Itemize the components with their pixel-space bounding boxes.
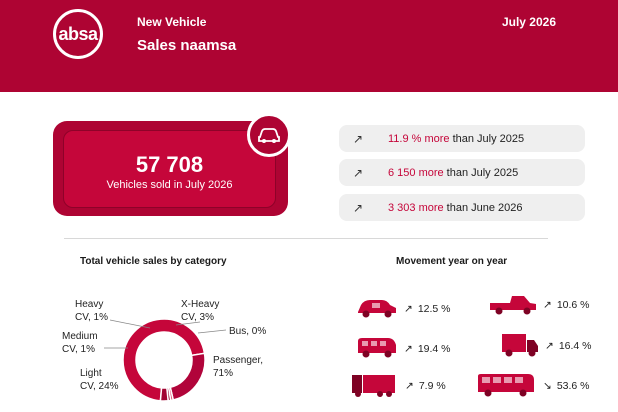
absa-logo: absa bbox=[53, 9, 103, 59]
label-passenger: Passenger, 71% bbox=[213, 355, 264, 379]
movement-heavy-truck: ↗ 7.9 % bbox=[405, 380, 446, 392]
stat-text: than July 2025 bbox=[446, 166, 519, 179]
bakkie-icon bbox=[490, 296, 536, 315]
stat-highlight: 11.9 % more bbox=[388, 132, 450, 145]
trend-down-icon: ↘ bbox=[543, 380, 552, 392]
movement-title: Movement year on year bbox=[396, 256, 508, 267]
minibus-icon bbox=[358, 338, 396, 358]
trend-up-icon: ↗ bbox=[405, 380, 414, 392]
header-date: July 2026 bbox=[501, 15, 556, 29]
label-light-cv: Light CV, 24% bbox=[80, 368, 119, 392]
stat-text: than July 2025 bbox=[452, 132, 525, 145]
bus-icon bbox=[478, 374, 534, 397]
donut-slice-light-cv bbox=[169, 352, 206, 401]
page-header: absa New Vehicle Sales naamsa July 2026 bbox=[0, 0, 618, 92]
leader-line bbox=[109, 319, 151, 329]
label-bus: Bus, 0% bbox=[229, 326, 267, 337]
trend-up-icon: ↗ bbox=[404, 343, 413, 355]
donut-slice-x-heavy-cv bbox=[159, 387, 169, 402]
total-sales-inner bbox=[63, 130, 276, 208]
heavy-truck-icon bbox=[352, 375, 395, 397]
trend-up-icon: ↗ bbox=[353, 131, 364, 146]
movement-minibus: ↗ 19.4 % bbox=[404, 343, 451, 355]
label-medium-cv: Medium CV, 1% bbox=[62, 331, 98, 355]
stat-row: ↗ 11.9 % more than July 2025 bbox=[339, 125, 585, 152]
header-kicker: New Vehicle bbox=[137, 15, 207, 29]
stat-text: than June 2026 bbox=[446, 201, 523, 214]
donut-slice-passenger bbox=[122, 318, 206, 402]
light-truck-icon bbox=[502, 334, 538, 357]
trend-up-icon: ↗ bbox=[543, 299, 552, 311]
label-heavy-cv: Heavy CV, 1% bbox=[75, 299, 108, 323]
total-sales-value: 57 708 bbox=[135, 152, 204, 177]
car-icon bbox=[247, 113, 291, 157]
stat-highlight: 6 150 more bbox=[388, 166, 444, 179]
trend-up-icon: ↗ bbox=[353, 165, 364, 180]
movement-car: ↗ 12.5 % bbox=[404, 303, 451, 315]
total-sales-subtitle: Vehicles sold in July 2026 bbox=[106, 179, 233, 191]
leader-line bbox=[197, 329, 227, 334]
donut-slice-medium-cv bbox=[167, 386, 175, 402]
movement-bus: ↘ 53.6 % bbox=[543, 380, 590, 392]
stat-row: ↗ 3 303 more than June 2026 bbox=[339, 194, 585, 221]
trend-up-icon: ↗ bbox=[545, 340, 554, 352]
label-xheavy-cv: X-Heavy CV, 3% bbox=[181, 299, 220, 323]
movement-light-truck: ↗ 16.4 % bbox=[545, 340, 592, 352]
stat-highlight: 3 303 more bbox=[388, 201, 444, 214]
donut-slice-heavy-cv bbox=[166, 386, 172, 402]
trend-up-icon: ↗ bbox=[404, 303, 413, 315]
section-divider bbox=[64, 238, 548, 239]
car-icon bbox=[358, 300, 396, 318]
trend-up-icon: ↗ bbox=[353, 200, 364, 215]
page-title: Sales naamsa bbox=[137, 37, 237, 54]
category-title: Total vehicle sales by category bbox=[80, 256, 227, 267]
movement-bakkie: ↗ 10.6 % bbox=[543, 299, 590, 311]
stat-row: ↗ 6 150 more than July 2025 bbox=[339, 159, 585, 186]
